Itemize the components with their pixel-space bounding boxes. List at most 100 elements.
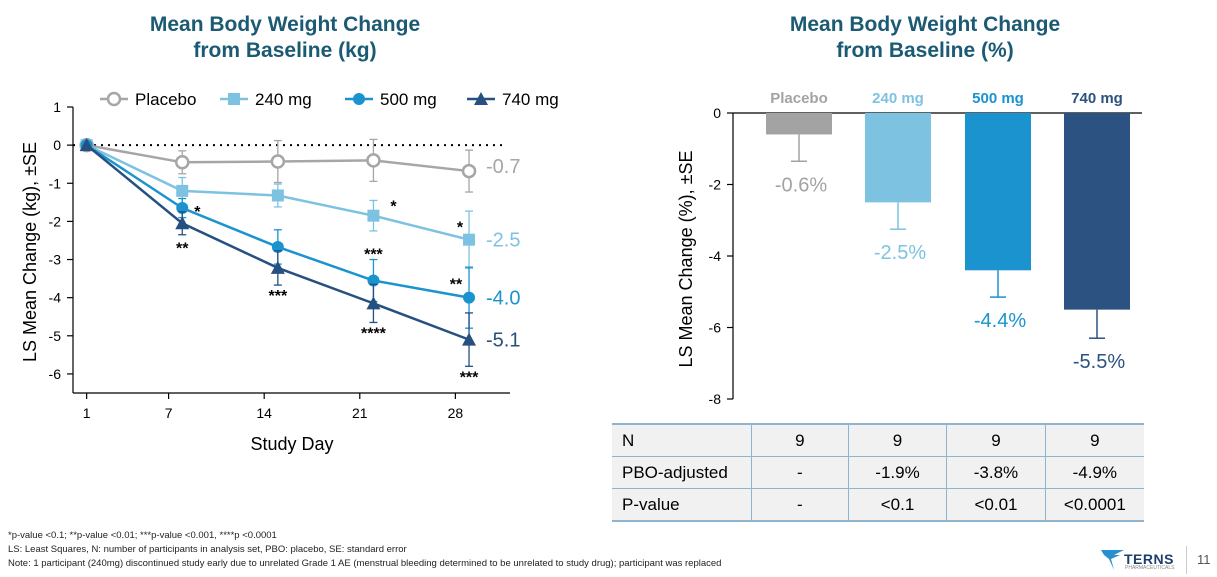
bar-value-label: -4.4%	[974, 310, 1026, 332]
right-chart-title-line2: from Baseline (%)	[836, 39, 1014, 62]
y-axis-title: LS Mean Change (%), ±SE	[676, 151, 696, 368]
table-cell: -4.9%	[1044, 456, 1144, 489]
bar-value-label: -2.5%	[874, 242, 926, 264]
left-chart-title-line1: Mean Body Weight Change	[149, 13, 421, 36]
series-end-label: -5.1	[486, 330, 520, 352]
y-tick-label: -4	[49, 290, 62, 306]
data-point	[367, 209, 380, 222]
stats-table: N 9 9 9 9 PBO-adjusted - -1.9% -3.8% -4.9% P-value…	[612, 423, 1144, 522]
y-tick-label: 0	[713, 105, 721, 121]
bar-category-label: 240 mg	[872, 90, 924, 107]
y-tick-label: -2	[49, 213, 62, 229]
bar	[865, 113, 931, 203]
y-axis-title: LS Mean Change (kg), ±SE	[20, 142, 40, 362]
data-point	[176, 202, 189, 215]
significance-stars: ***	[364, 247, 383, 264]
series-end-label: -4.0	[486, 288, 520, 310]
table-cell: -3.8%	[946, 456, 1046, 489]
y-tick-label: -4	[709, 248, 722, 264]
bar	[1064, 113, 1130, 310]
table-cell: <0.1	[847, 488, 947, 522]
left-chart-title-line2: from Baseline (kg)	[193, 39, 377, 62]
significance-stars: *	[390, 199, 397, 216]
data-point	[79, 138, 94, 152]
table-cell: <0.01	[946, 488, 1046, 522]
logo-subtext: PHARMACEUTICALS	[1125, 565, 1175, 571]
data-point	[270, 260, 285, 274]
terns-logo: TERNS PHARMACEUTICALS	[1100, 546, 1180, 572]
table-row: P-value - <0.1 <0.01 <0.0001	[612, 488, 1144, 522]
legend-marker	[474, 92, 488, 105]
data-point	[463, 233, 476, 246]
x-tick-label: 28	[448, 405, 464, 421]
footnote-abbreviations: LS: Least Squares, N: number of particip…	[8, 544, 407, 555]
legend-marker	[106, 91, 122, 107]
series-end-label: -0.7	[486, 156, 520, 178]
table-cell: <0.0001	[1044, 488, 1144, 522]
data-point	[461, 163, 477, 179]
legend-marker	[228, 93, 240, 105]
significance-stars: *	[194, 204, 201, 221]
data-point	[271, 189, 284, 202]
data-point	[175, 155, 190, 170]
logo-text: TERNS	[1124, 551, 1174, 567]
significance-stars: ****	[361, 325, 387, 342]
data-point	[366, 153, 381, 168]
bar-category-label: Placebo	[770, 90, 828, 107]
table-cell: 9	[750, 423, 849, 457]
table-row: PBO-adjusted - -1.9% -3.8% -4.9%	[612, 456, 1144, 489]
bar-value-label: -5.5%	[1073, 351, 1125, 373]
significance-stars: *	[457, 220, 464, 237]
data-point	[462, 332, 477, 346]
data-point	[176, 184, 189, 197]
y-tick-label: -2	[709, 177, 722, 193]
page-number: 11	[1197, 552, 1211, 567]
legend-marker	[353, 93, 365, 105]
significance-stars: ***	[269, 288, 288, 305]
table-cell: -	[750, 488, 849, 522]
y-tick-label: -6	[49, 366, 62, 382]
data-point	[463, 291, 476, 304]
x-tick-label: 7	[165, 405, 173, 421]
table-cell: 9	[946, 423, 1046, 457]
y-tick-label: -6	[709, 320, 722, 336]
y-tick-label: -3	[49, 252, 62, 268]
legend-label: Placebo	[135, 90, 196, 109]
data-point	[270, 154, 286, 169]
y-tick-label: -1	[49, 175, 62, 191]
data-point	[367, 274, 380, 287]
table-cell: 9	[847, 423, 947, 457]
x-tick-label: 1	[83, 405, 91, 421]
left-chart-title: Mean Body Weight Change from Baseline (k…	[90, 12, 480, 64]
footnote-note: Note: 1 participant (240mg) discontinued…	[8, 558, 722, 569]
right-chart-title-line1: Mean Body Weight Change	[789, 13, 1061, 36]
data-point	[366, 296, 381, 310]
y-tick-label: -8	[709, 391, 722, 407]
legend-label: 500 mg	[380, 90, 437, 109]
legend-label: 240 mg	[255, 90, 312, 109]
y-tick-label: 0	[53, 137, 61, 153]
bar-category-label: 500 mg	[972, 90, 1024, 107]
line-chart: 1 0 -1 -2 -3 -4 -5 -6 1 7 14 21 28 Study Day LS Mean C…	[20, 90, 559, 454]
table-cell: 9	[1044, 423, 1144, 457]
x-tick-label: 14	[256, 405, 272, 421]
bar-chart: 0 -2 -4 -6 -8 LS Mean Change (%), ±SE Placebo -…	[676, 90, 1142, 407]
x-tick-label: 21	[352, 405, 368, 421]
table-cell: -1.9%	[847, 456, 947, 489]
significance-stars: ***	[460, 369, 479, 386]
table-row-label: P-value	[612, 488, 752, 522]
footnote-significance: *p-value <0.1; **p-value <0.01; ***p-val…	[8, 530, 277, 541]
data-point	[175, 216, 190, 230]
series-end-label: -2.5	[486, 230, 520, 252]
terns-bird-icon	[1101, 550, 1124, 570]
table-cell: -	[750, 456, 849, 489]
legend-label: 740 mg	[502, 90, 559, 109]
bar-value-label: -0.6%	[775, 174, 827, 196]
y-tick-label: 1	[53, 99, 61, 115]
bar-category-label: 740 mg	[1071, 90, 1123, 107]
significance-stars: **	[176, 240, 189, 257]
table-row-label: N	[612, 423, 752, 457]
bar	[766, 113, 832, 135]
table-row-label: PBO-adjusted	[612, 456, 752, 489]
right-chart-title: Mean Body Weight Change from Baseline (%…	[720, 12, 1130, 64]
